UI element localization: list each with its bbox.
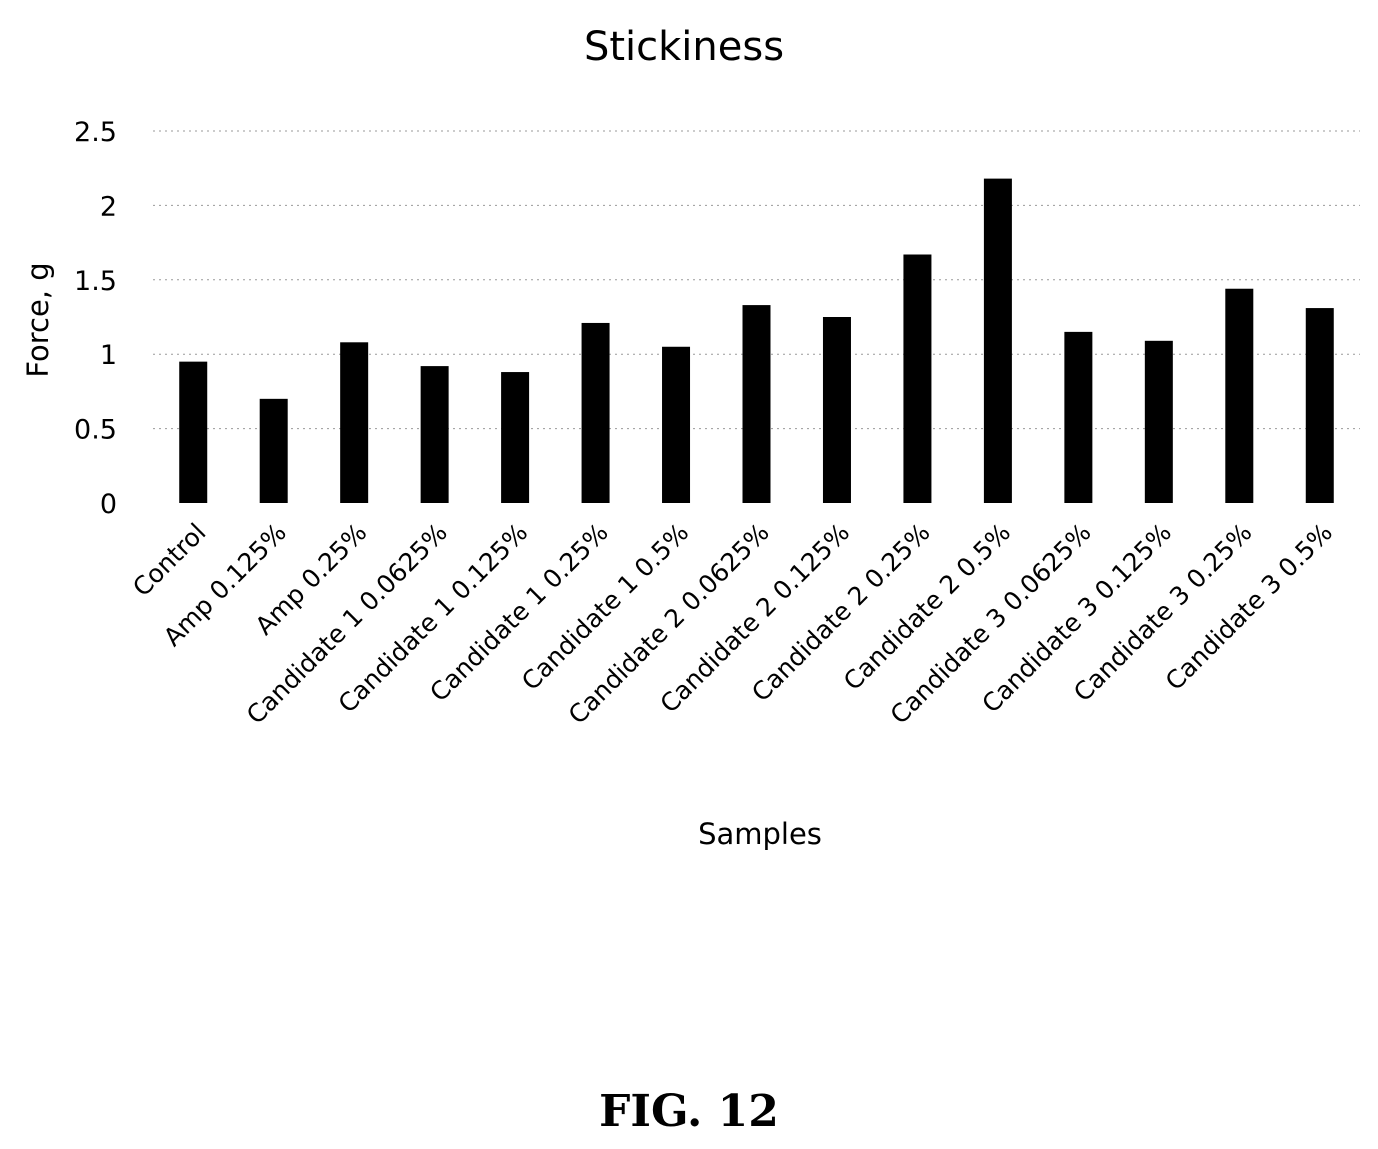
bar — [340, 342, 369, 503]
bar — [742, 305, 771, 503]
bar — [1144, 340, 1173, 503]
y-tick-labels: 0 0.5 1 1.5 2 2.5 — [74, 117, 117, 520]
y-tick-label: 0 — [100, 489, 117, 520]
bar — [662, 346, 691, 503]
bar — [179, 361, 208, 503]
y-tick-label: 2 — [100, 191, 117, 222]
y-tick-label: 0.5 — [74, 415, 117, 446]
y-tick-label: 1.5 — [74, 266, 117, 297]
bar — [903, 254, 932, 503]
bars — [179, 178, 1334, 503]
chart-title: Stickiness — [584, 24, 784, 70]
bar — [501, 372, 530, 503]
figure-caption: FIG. 12 — [599, 1086, 779, 1137]
y-axis-label: Force, g — [21, 262, 55, 377]
bar — [1225, 288, 1254, 503]
bar — [983, 178, 1012, 503]
bar — [822, 317, 851, 503]
bar — [1305, 308, 1334, 503]
bar — [1064, 331, 1093, 503]
bar — [420, 366, 449, 503]
y-tick-label: 1 — [100, 340, 117, 371]
x-axis-label: Samples — [698, 817, 822, 851]
bar — [259, 398, 288, 503]
y-tick-label: 2.5 — [74, 117, 117, 148]
bar — [581, 322, 610, 503]
